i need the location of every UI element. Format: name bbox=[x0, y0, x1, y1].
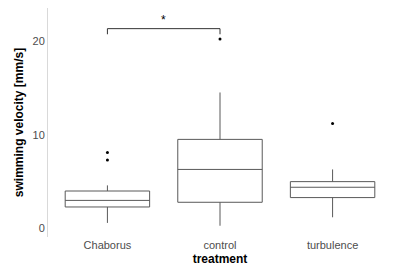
svg-text:Chaborus: Chaborus bbox=[84, 239, 132, 251]
svg-text:0: 0 bbox=[39, 222, 45, 234]
svg-text:treatment: treatment bbox=[193, 252, 248, 266]
svg-text:control: control bbox=[203, 239, 236, 251]
svg-text:20: 20 bbox=[33, 35, 45, 47]
svg-text:swimming velocity [mm/s]: swimming velocity [mm/s] bbox=[12, 48, 26, 197]
svg-text:*: * bbox=[161, 13, 166, 27]
svg-text:turbulence: turbulence bbox=[307, 239, 358, 251]
svg-text:10: 10 bbox=[33, 129, 45, 141]
